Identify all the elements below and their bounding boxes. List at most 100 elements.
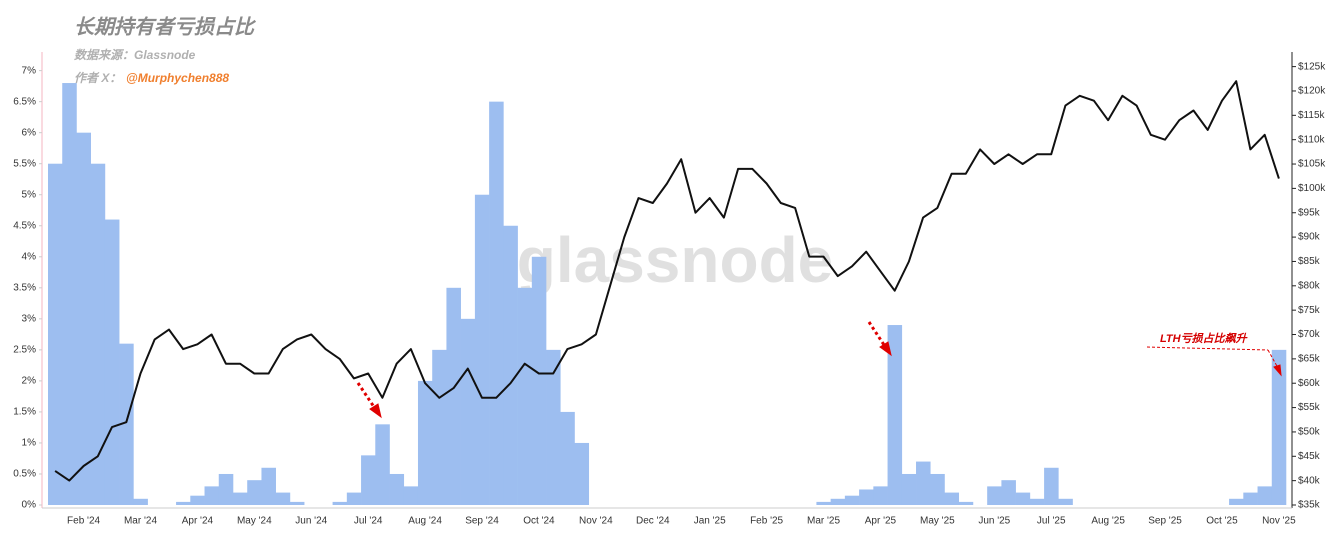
bar: [987, 486, 1002, 505]
bar: [460, 318, 476, 505]
y-tick-label: 4%: [22, 251, 37, 262]
y2-tick-label: $120k: [1298, 86, 1326, 97]
source: 数据来源：Glassnode: [74, 48, 196, 62]
bar: [332, 501, 348, 505]
bar: [958, 501, 974, 505]
y-tick-label: 3.5%: [13, 282, 36, 293]
bar: [218, 473, 234, 505]
x-tick-label: Apr '24: [182, 516, 214, 527]
y2-tick-label: $100k: [1298, 183, 1326, 194]
bar: [1257, 486, 1273, 505]
author-handle: @Murphychen888: [126, 71, 229, 85]
bar: [133, 498, 148, 505]
x-tick-label: Aug '24: [408, 516, 442, 527]
bar: [1229, 498, 1244, 505]
y2-tick-label: $70k: [1298, 329, 1321, 340]
x-tick-label: Sep '24: [465, 516, 499, 527]
y2-tick-label: $85k: [1298, 256, 1321, 267]
watermark: glassnode: [517, 224, 834, 296]
bar: [389, 473, 405, 505]
bar: [489, 101, 504, 506]
y2-tick-label: $75k: [1298, 305, 1321, 316]
bar: [375, 424, 390, 505]
x-tick-label: Jun '25: [978, 516, 1010, 527]
y-tick-label: 2.5%: [13, 345, 36, 356]
y-tick-label: 2%: [22, 376, 37, 387]
y-tick-label: 6.5%: [13, 96, 36, 107]
y2-tick-label: $55k: [1298, 402, 1321, 413]
x-tick-label: Jan '25: [694, 516, 726, 527]
arrows: [356, 321, 1282, 419]
bar: [930, 473, 945, 505]
annotation: LTH亏损占比飙升: [1160, 332, 1248, 345]
bar: [403, 486, 419, 505]
y-tick-label: 1%: [22, 438, 37, 449]
y2-tick-label: $65k: [1298, 354, 1321, 365]
y2-tick-label: $35k: [1298, 500, 1321, 511]
bar: [446, 287, 461, 505]
y-tick-label: 1.5%: [13, 407, 36, 418]
x-tick-label: Oct '25: [1206, 516, 1238, 527]
bar: [1015, 492, 1031, 505]
x-tick-label: Mar '24: [124, 516, 157, 527]
y-tick-label: 5%: [22, 189, 37, 200]
x-tick-label: May '25: [920, 516, 955, 527]
bar: [887, 325, 903, 505]
bar: [901, 473, 917, 505]
y2-tick-label: $90k: [1298, 232, 1321, 243]
y2-tick-label: $115k: [1298, 110, 1326, 121]
y2-tick-label: $110k: [1298, 134, 1326, 145]
bar: [204, 486, 220, 505]
bar: [1243, 492, 1258, 505]
bar: [1271, 349, 1287, 505]
y2-tick-label: $125k: [1298, 61, 1326, 72]
bar: [560, 411, 575, 505]
bar: [90, 163, 106, 506]
x-tick-label: Apr '25: [865, 516, 897, 527]
bar: [830, 498, 846, 505]
bar: [275, 492, 291, 505]
y2-tick-label: $105k: [1298, 159, 1326, 170]
x-tick-label: Jul '24: [354, 516, 383, 527]
bar: [574, 442, 590, 505]
bar: [417, 380, 433, 505]
bar: [62, 83, 77, 505]
x-tick-label: Feb '25: [750, 516, 783, 527]
bar: [944, 492, 960, 505]
bar: [474, 194, 490, 506]
bar: [859, 489, 874, 505]
x-tick-label: Mar '25: [807, 516, 840, 527]
x-tick-label: Dec '24: [636, 516, 670, 527]
bar: [873, 486, 888, 505]
bar: [503, 225, 518, 505]
author-label: 作者 X：: [74, 71, 121, 85]
y-tick-label: 0.5%: [13, 469, 36, 480]
x-tick-label: Oct '24: [523, 516, 555, 527]
price-line: [54, 80, 1280, 482]
bar: [176, 501, 191, 505]
bar: [816, 501, 831, 505]
bar: [531, 256, 547, 505]
bar: [119, 343, 134, 505]
x-tick-label: Aug '25: [1091, 516, 1125, 527]
bar: [247, 480, 262, 505]
x-tick-label: Nov '24: [579, 516, 613, 527]
y-tick-label: 7%: [22, 65, 37, 76]
y2-tick-label: $95k: [1298, 207, 1321, 218]
bar: [916, 461, 931, 505]
bar: [432, 349, 447, 505]
bar: [1044, 467, 1059, 505]
bar: [1029, 498, 1045, 505]
bar: [546, 349, 561, 505]
bar: [232, 492, 248, 505]
y2-tick-label: $45k: [1298, 451, 1321, 462]
bar: [361, 455, 376, 505]
x-tick-label: May '24: [237, 516, 272, 527]
y-tick-label: 6%: [22, 127, 37, 138]
bar: [346, 492, 362, 505]
y2-tick-label: $60k: [1298, 378, 1321, 389]
y2-tick-label: $80k: [1298, 280, 1321, 291]
x-tick-label: Jul '25: [1037, 516, 1066, 527]
bar: [1058, 498, 1073, 505]
bar: [261, 467, 276, 505]
